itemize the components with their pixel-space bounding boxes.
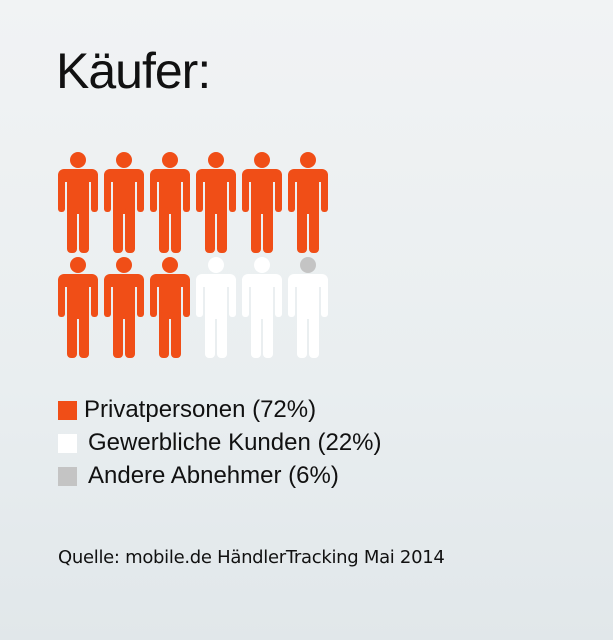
source-note: Quelle: mobile.de HändlerTracking Mai 20… bbox=[58, 547, 445, 568]
person-head bbox=[70, 257, 86, 273]
person-torso bbox=[159, 172, 181, 214]
person-leg-right bbox=[263, 312, 273, 358]
legend-item-andere-abnehmer: Andere Abnehmer (6%) bbox=[58, 462, 339, 490]
legend-label: Andere Abnehmer (6%) bbox=[88, 462, 339, 489]
legend-swatch bbox=[58, 433, 77, 453]
person-arm-left bbox=[196, 174, 203, 212]
person-head bbox=[300, 152, 316, 168]
person-torso bbox=[297, 172, 319, 214]
person-icon bbox=[196, 257, 236, 358]
person-torso bbox=[159, 277, 181, 319]
person-icon bbox=[288, 257, 328, 358]
person-arm-left bbox=[288, 279, 295, 317]
person-leg-left bbox=[297, 312, 307, 358]
person-torso bbox=[113, 172, 135, 214]
legend-item-privatpersonen: Privatpersonen (72%) bbox=[58, 396, 316, 424]
person-icon bbox=[288, 152, 328, 253]
person-arm-left bbox=[242, 279, 249, 317]
person-arm-right bbox=[321, 174, 328, 212]
person-leg-left bbox=[113, 312, 123, 358]
person-icon bbox=[242, 257, 282, 358]
person-leg-right bbox=[125, 207, 135, 253]
person-leg-left bbox=[251, 207, 261, 253]
person-arm-right bbox=[137, 279, 144, 317]
person-leg-left bbox=[67, 207, 77, 253]
person-arm-right bbox=[321, 279, 328, 317]
person-icon bbox=[150, 152, 190, 253]
person-leg-right bbox=[217, 312, 227, 358]
person-arm-left bbox=[242, 174, 249, 212]
person-torso bbox=[67, 277, 89, 319]
person-icon bbox=[150, 257, 190, 358]
person-arm-left bbox=[58, 174, 65, 212]
person-head bbox=[116, 257, 132, 273]
person-arm-left bbox=[196, 279, 203, 317]
person-arm-right bbox=[183, 279, 190, 317]
legend-label: Gewerbliche Kunden (22%) bbox=[88, 429, 382, 456]
person-leg-right bbox=[171, 207, 181, 253]
person-leg-right bbox=[79, 207, 89, 253]
person-leg-right bbox=[309, 312, 319, 358]
person-arm-left bbox=[104, 279, 111, 317]
person-leg-right bbox=[217, 207, 227, 253]
person-head bbox=[162, 152, 178, 168]
person-arm-right bbox=[275, 174, 282, 212]
person-leg-left bbox=[67, 312, 77, 358]
person-head bbox=[208, 152, 224, 168]
person-torso bbox=[251, 172, 273, 214]
person-leg-left bbox=[297, 207, 307, 253]
person-torso bbox=[297, 277, 319, 319]
person-arm-left bbox=[58, 279, 65, 317]
person-leg-left bbox=[205, 207, 215, 253]
person-torso bbox=[113, 277, 135, 319]
person-icon bbox=[196, 152, 236, 253]
person-arm-left bbox=[288, 174, 295, 212]
person-leg-left bbox=[251, 312, 261, 358]
person-head bbox=[300, 257, 316, 273]
person-torso bbox=[205, 172, 227, 214]
person-arm-right bbox=[91, 174, 98, 212]
person-arm-left bbox=[150, 279, 157, 317]
person-arm-right bbox=[137, 174, 144, 212]
person-icon bbox=[58, 257, 98, 358]
pictogram bbox=[58, 152, 328, 358]
person-head bbox=[254, 257, 270, 273]
person-leg-left bbox=[159, 207, 169, 253]
person-leg-left bbox=[205, 312, 215, 358]
person-leg-right bbox=[171, 312, 181, 358]
legend-label: Privatpersonen (72%) bbox=[84, 396, 317, 423]
person-torso bbox=[205, 277, 227, 319]
person-torso bbox=[67, 172, 89, 214]
person-head bbox=[254, 152, 270, 168]
person-leg-right bbox=[309, 207, 319, 253]
person-leg-right bbox=[125, 312, 135, 358]
person-arm-left bbox=[150, 174, 157, 212]
person-leg-right bbox=[79, 312, 89, 358]
person-arm-left bbox=[104, 174, 111, 212]
person-leg-left bbox=[159, 312, 169, 358]
person-head bbox=[116, 152, 132, 168]
person-head bbox=[70, 152, 86, 168]
person-leg-right bbox=[263, 207, 273, 253]
person-icon bbox=[104, 257, 144, 358]
legend-item-gewerbliche-kunden: Gewerbliche Kunden (22%) bbox=[58, 429, 382, 457]
person-icon bbox=[58, 152, 98, 253]
person-arm-right bbox=[91, 279, 98, 317]
person-arm-right bbox=[183, 174, 190, 212]
person-arm-right bbox=[275, 279, 282, 317]
person-head bbox=[162, 257, 178, 273]
person-torso bbox=[251, 277, 273, 319]
person-icon bbox=[104, 152, 144, 253]
chart-title: Käufer: bbox=[56, 43, 211, 99]
person-leg-left bbox=[113, 207, 123, 253]
person-arm-right bbox=[229, 174, 236, 212]
person-icon bbox=[242, 152, 282, 253]
person-head bbox=[208, 257, 224, 273]
legend-swatch bbox=[58, 400, 77, 420]
person-arm-right bbox=[229, 279, 236, 317]
legend-swatch bbox=[58, 466, 77, 486]
